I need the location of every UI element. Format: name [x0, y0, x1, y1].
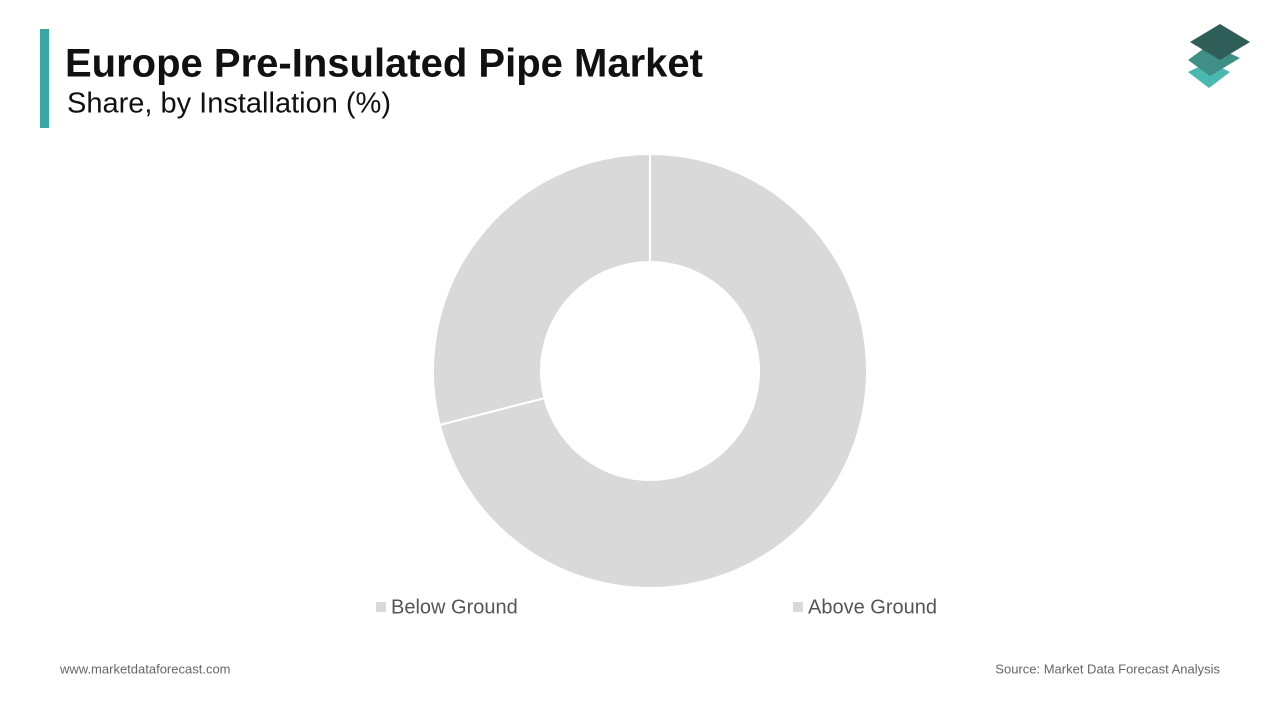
donut-slice	[432, 152, 651, 427]
source: Source: Market Data Forecast Analysis	[995, 661, 1220, 676]
donut-slice	[438, 152, 868, 589]
website: www.marketdataforecast.com	[59, 661, 231, 676]
legend-label: Above Ground	[808, 596, 937, 618]
chart-title: Europe Pre-Insulated Pipe Market	[65, 42, 703, 86]
chart-subtitle: Share, by Installation (%)	[67, 88, 391, 120]
legend-marker	[376, 602, 386, 612]
legend-label: Below Ground	[391, 596, 518, 618]
title-accent	[40, 29, 49, 128]
logo	[1188, 24, 1250, 88]
legend-marker	[793, 602, 803, 612]
